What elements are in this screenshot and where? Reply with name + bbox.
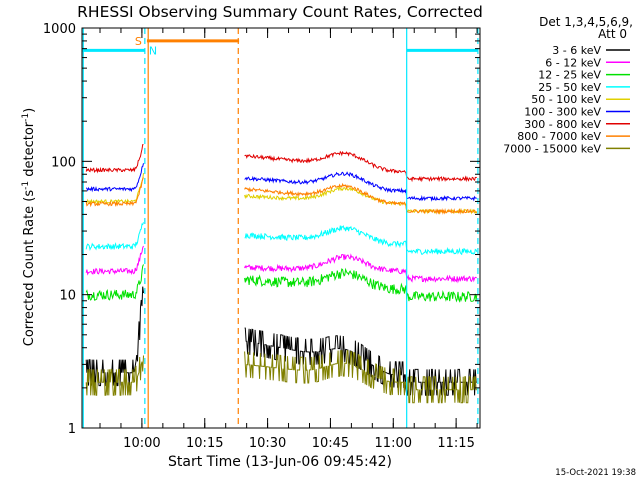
y-tick-label: 1000 — [43, 22, 76, 37]
series-line-2-post — [244, 253, 477, 284]
series-line-4-pre — [85, 222, 144, 251]
plot-area: SN — [82, 28, 479, 428]
series-line-8-post — [244, 182, 477, 215]
y-axis-label: Corrected Count Rate (s-1 detector-1) — [21, 108, 37, 346]
y-axis-label-mid: detector — [22, 121, 37, 181]
x-tick-label: 11:00 — [375, 436, 412, 451]
y-axis-label-sup-1: -1 — [21, 181, 31, 190]
night-label: N — [149, 44, 157, 57]
y-axis-label-sup-2: -1 — [21, 113, 31, 122]
series-line-1-post — [244, 327, 477, 396]
legend-label-9: 7000 - 15000 keV — [503, 142, 601, 155]
plot-frame — [81, 27, 481, 429]
legend-header-detectors: Det 1,3,4,5,6,9, — [539, 15, 633, 29]
x-tick-label: 10:45 — [312, 436, 349, 451]
legend-label-8: 800 - 7000 keV — [517, 130, 601, 143]
series-line-4-post — [244, 224, 478, 256]
series-line-3-pre — [85, 264, 144, 301]
legend-label-1: 3 - 6 keV — [552, 44, 601, 57]
saa-label: S — [135, 35, 142, 48]
series-line-5-pre — [85, 173, 144, 206]
axes: 1 10 100 1000 10:00 10:15 10:30 10:45 11:00 11:15 — [43, 22, 481, 451]
legend-label-3: 12 - 25 keV — [538, 69, 601, 82]
legend-label-4: 25 - 50 keV — [538, 81, 601, 94]
series-line-6-pre — [85, 163, 144, 193]
legend-label-5: 50 - 100 keV — [531, 93, 601, 106]
series-line-7-post — [244, 150, 477, 183]
series-line-9-post — [244, 349, 477, 404]
y-tick-label: 10 — [59, 289, 76, 304]
y-axis-label-main: Corrected Count Rate (s — [22, 190, 37, 347]
x-tick-label: 10:30 — [249, 436, 286, 451]
series-line-2-pre — [85, 245, 144, 276]
x-axis-label: Start Time (13-Jun-06 09:45:42) — [168, 454, 392, 470]
x-tick-label: 11:15 — [437, 436, 474, 451]
legend-label-6: 100 - 300 keV — [524, 106, 601, 119]
x-tick-label: 10:15 — [186, 436, 223, 451]
series-line-9-pre — [85, 355, 144, 396]
y-axis-label-end: ) — [22, 108, 37, 113]
series-line-3-post — [244, 267, 478, 303]
legend-header-attenuator: Att 0 — [598, 27, 627, 41]
series-line-7-pre — [85, 144, 144, 174]
series-line-6-post — [244, 171, 477, 202]
y-tick-label: 1 — [68, 422, 76, 437]
y-tick-label: 100 — [51, 155, 76, 170]
chart-title: RHESSI Observing Summary Count Rates, Co… — [77, 3, 483, 21]
series-line-8-pre — [85, 177, 144, 208]
legend-label-2: 6 - 12 keV — [545, 56, 601, 69]
x-tick-label: 10:00 — [123, 436, 160, 451]
footer-timestamp: 15-Oct-2021 19:38 — [555, 468, 636, 478]
legend-label-7: 300 - 800 keV — [524, 118, 601, 131]
